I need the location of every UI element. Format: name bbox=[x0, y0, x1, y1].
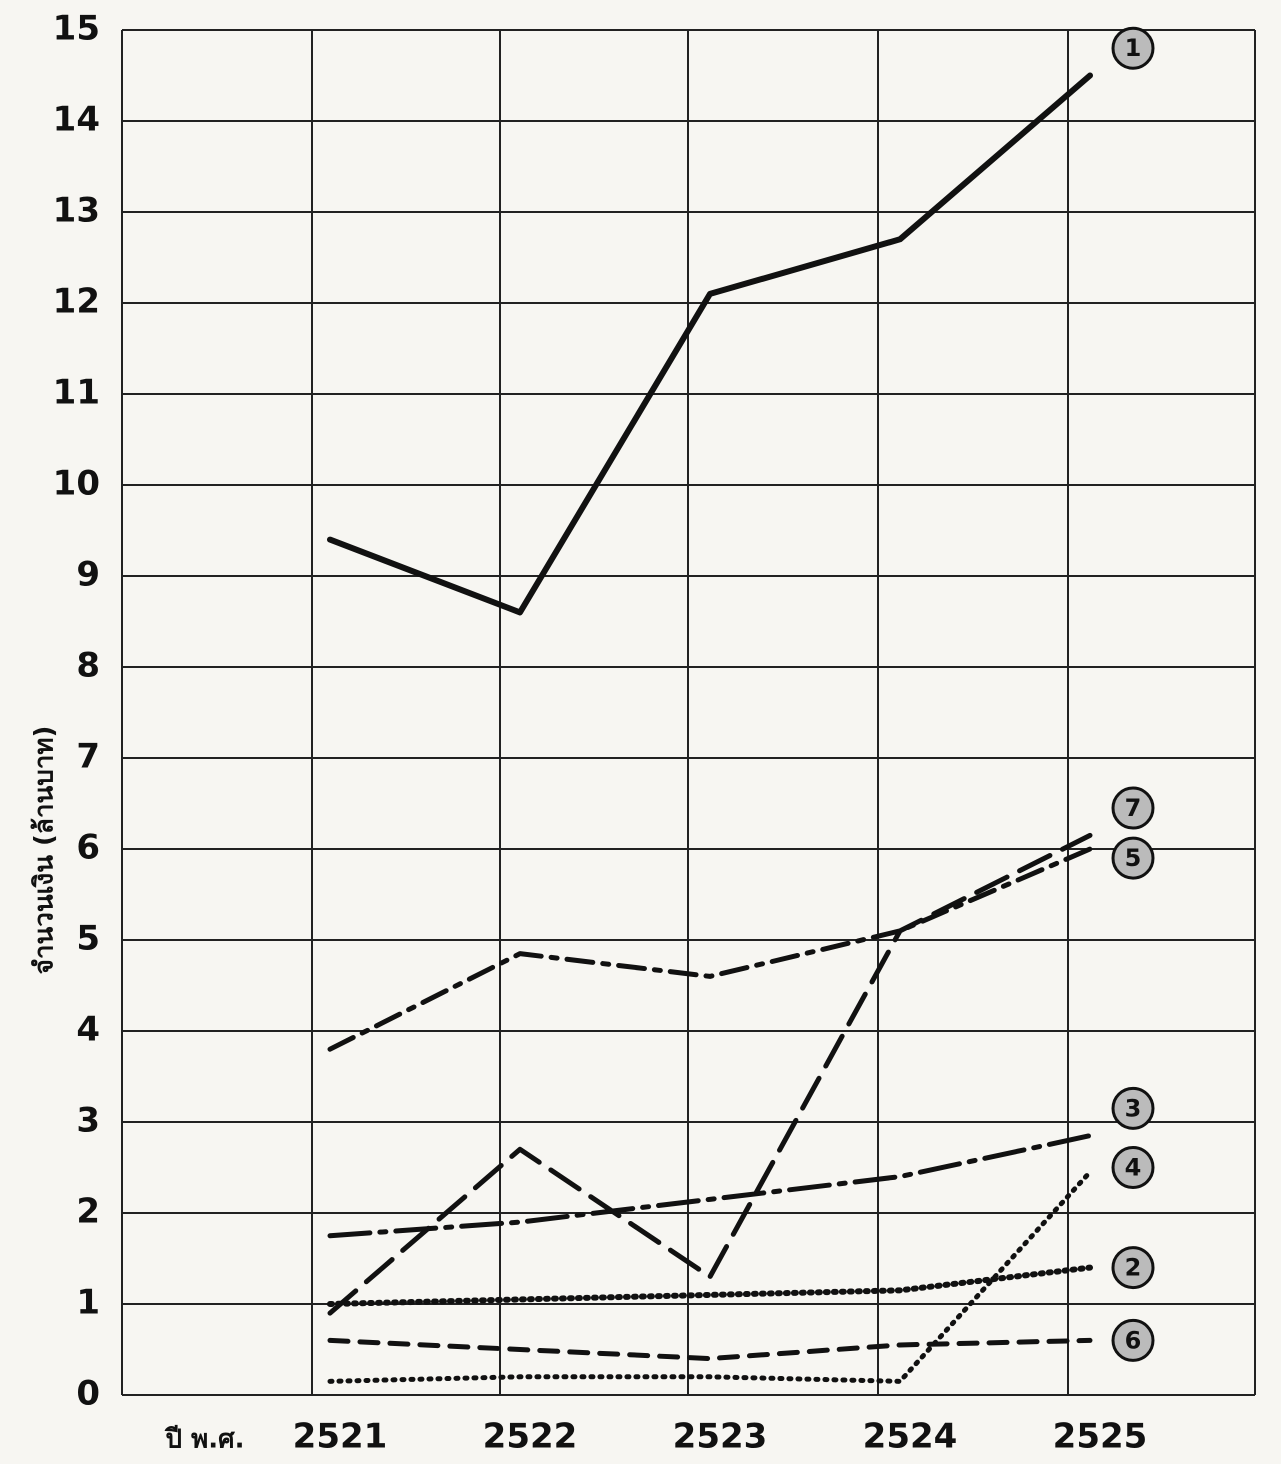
series-line bbox=[327, 72, 1093, 616]
y-tick-label: 10 bbox=[53, 464, 100, 504]
series-label: 2 bbox=[1125, 1254, 1142, 1282]
series-badge bbox=[1111, 1086, 1155, 1130]
y-tick-label: 4 bbox=[76, 1010, 100, 1050]
y-tick-label: 15 bbox=[53, 9, 100, 49]
series-badge bbox=[1111, 26, 1155, 70]
y-tick-label: 7 bbox=[76, 737, 100, 777]
y-tick-label: 0 bbox=[76, 1374, 100, 1414]
x-axis-label: ปี พ.ศ. bbox=[164, 1425, 244, 1455]
x-tick-label: 2525 bbox=[1053, 1417, 1148, 1457]
y-tick-label: 11 bbox=[53, 373, 100, 413]
series-label: 3 bbox=[1125, 1094, 1142, 1122]
y-tick-label: 2 bbox=[76, 1192, 100, 1232]
series-line bbox=[327, 1169, 1093, 1384]
series-badge bbox=[1111, 1318, 1155, 1362]
y-axis-label: จำนวนเงิน (ล้านบาท) bbox=[30, 726, 60, 975]
y-tick-label: 8 bbox=[76, 646, 100, 686]
series-badge bbox=[1111, 1146, 1155, 1189]
series-label: 4 bbox=[1125, 1154, 1142, 1182]
series-label: 1 bbox=[1125, 34, 1142, 62]
y-tick-label: 6 bbox=[76, 828, 100, 868]
series-label: 6 bbox=[1125, 1326, 1142, 1354]
x-tick-label: 2523 bbox=[673, 1417, 768, 1457]
x-tick-label: 2522 bbox=[483, 1417, 578, 1457]
y-tick-label: 14 bbox=[53, 100, 100, 140]
series-line bbox=[327, 846, 1093, 1052]
y-tick-label: 5 bbox=[76, 919, 100, 959]
series-line bbox=[327, 1133, 1093, 1239]
y-tick-label: 13 bbox=[53, 191, 100, 231]
x-tick-label: 2521 bbox=[293, 1417, 388, 1457]
series-badge bbox=[1111, 836, 1155, 880]
series-label: 7 bbox=[1125, 794, 1142, 822]
series-line bbox=[327, 1264, 1093, 1307]
series-badge bbox=[1111, 786, 1155, 830]
y-tick-label: 12 bbox=[53, 282, 100, 322]
series-line bbox=[327, 1337, 1093, 1362]
x-tick-label: 2524 bbox=[863, 1417, 958, 1457]
y-tick-label: 3 bbox=[76, 1101, 100, 1141]
series-badge bbox=[1111, 1246, 1155, 1290]
series-line bbox=[327, 832, 1093, 1316]
series-label: 5 bbox=[1125, 844, 1142, 872]
y-tick-label: 1 bbox=[76, 1283, 100, 1323]
y-tick-label: 9 bbox=[76, 555, 100, 595]
